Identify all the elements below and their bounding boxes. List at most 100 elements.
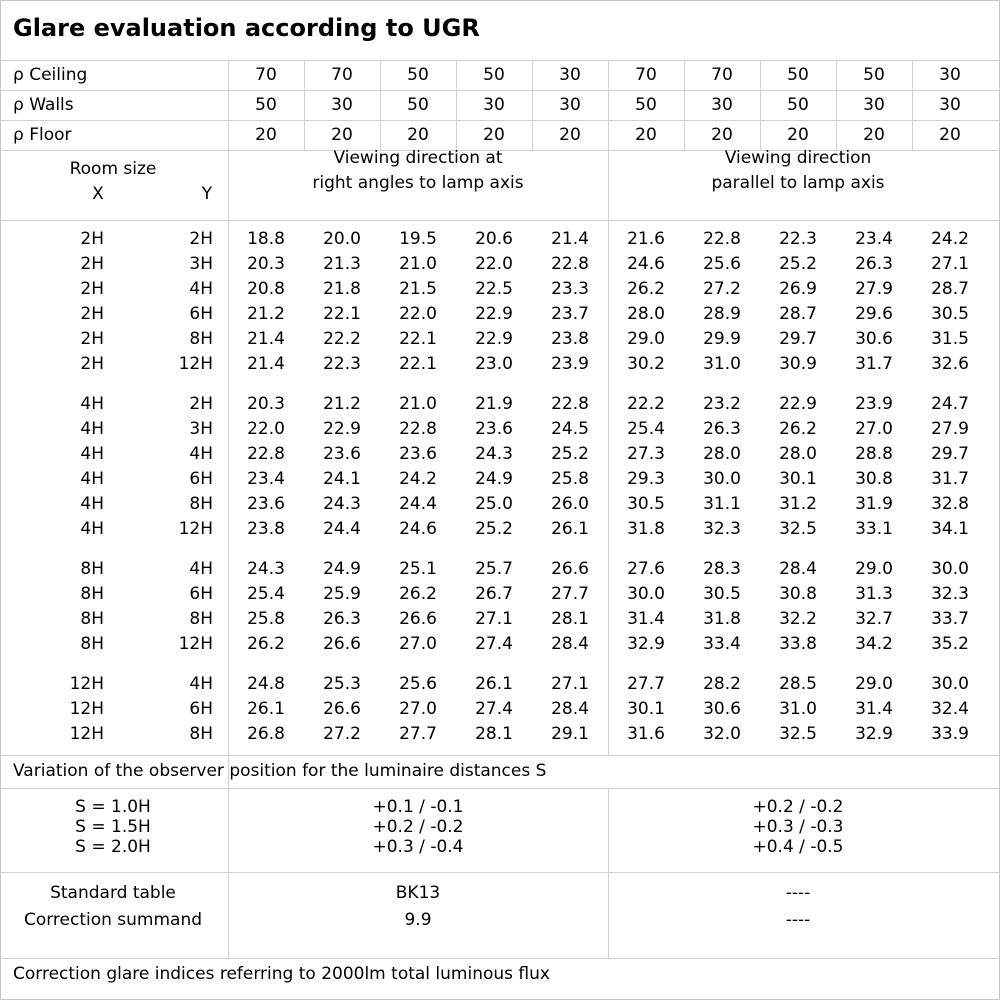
divider — [0, 120, 1000, 121]
ugr-value: 26.2 — [627, 279, 665, 299]
ugr-value: 24.9 — [323, 559, 361, 579]
correction-summand-right: 9.9 — [404, 910, 432, 930]
room-x: 4H — [80, 419, 104, 439]
room-x: 2H — [80, 254, 104, 274]
room-y: 4H — [189, 444, 213, 464]
ugr-value: 26.6 — [399, 609, 437, 629]
ugr-value: 32.3 — [931, 584, 969, 604]
ugr-value: 28.4 — [779, 559, 817, 579]
variation-parallel: +0.3 / -0.3 — [752, 817, 844, 837]
divider — [912, 60, 913, 150]
room-y: 2H — [189, 229, 213, 249]
reflectance-value: 20 — [787, 125, 809, 145]
ugr-value: 31.9 — [855, 494, 893, 514]
ugr-value: 25.1 — [399, 559, 437, 579]
room-x: 8H — [80, 609, 104, 629]
room-x: 8H — [80, 634, 104, 654]
reflectance-value: 70 — [331, 65, 353, 85]
room-x: 2H — [80, 304, 104, 324]
divider — [0, 872, 1000, 873]
room-y: 4H — [189, 674, 213, 694]
ugr-value: 31.3 — [855, 584, 893, 604]
ugr-value: 31.0 — [779, 699, 817, 719]
reflectance-value: 20 — [483, 125, 505, 145]
room-y: 4H — [189, 279, 213, 299]
ugr-value: 26.6 — [551, 559, 589, 579]
variation-s: S = 2.0H — [75, 837, 151, 857]
ugr-value: 22.8 — [551, 394, 589, 414]
ugr-value: 23.6 — [323, 444, 361, 464]
reflectance-value: 50 — [787, 95, 809, 115]
ugr-value: 22.9 — [475, 329, 513, 349]
ugr-value: 31.6 — [627, 724, 665, 744]
footer-note: Correction glare indices referring to 20… — [13, 964, 550, 984]
room-x: 2H — [80, 354, 104, 374]
divider — [380, 60, 381, 150]
reflectance-value: 30 — [939, 95, 961, 115]
ugr-value: 27.1 — [931, 254, 969, 274]
ugr-value: 27.3 — [627, 444, 665, 464]
ugr-value: 32.2 — [779, 609, 817, 629]
reflectance-value: 20 — [331, 125, 353, 145]
ugr-value: 30.0 — [627, 584, 665, 604]
reflectance-label: ρ Walls — [13, 95, 74, 115]
ugr-value: 23.8 — [551, 329, 589, 349]
ugr-value: 29.0 — [855, 674, 893, 694]
ugr-value: 22.3 — [779, 229, 817, 249]
ugr-value: 22.1 — [399, 354, 437, 374]
ugr-value: 26.1 — [551, 519, 589, 539]
ugr-value: 20.6 — [475, 229, 513, 249]
ugr-value: 25.2 — [475, 519, 513, 539]
variation-s: S = 1.0H — [75, 797, 151, 817]
ugr-value: 24.7 — [931, 394, 969, 414]
ugr-value: 22.3 — [323, 354, 361, 374]
variation-parallel: +0.4 / -0.5 — [752, 837, 844, 857]
ugr-value: 29.9 — [703, 329, 741, 349]
ugr-value: 26.2 — [399, 584, 437, 604]
reflectance-value: 20 — [711, 125, 733, 145]
room-y: 6H — [189, 304, 213, 324]
ugr-value: 30.5 — [703, 584, 741, 604]
room-x: 2H — [80, 229, 104, 249]
reflectance-value: 30 — [483, 95, 505, 115]
room-x: 12H — [69, 674, 104, 694]
ugr-value: 27.6 — [627, 559, 665, 579]
ugr-value: 22.9 — [323, 419, 361, 439]
ugr-value: 27.4 — [475, 699, 513, 719]
ugr-value: 25.2 — [551, 444, 589, 464]
standard-table-label: Standard table — [50, 883, 176, 903]
ugr-value: 25.6 — [703, 254, 741, 274]
ugr-value: 27.7 — [551, 584, 589, 604]
reflectance-value: 30 — [331, 95, 353, 115]
reflectance-value: 50 — [407, 65, 429, 85]
ugr-value: 28.0 — [703, 444, 741, 464]
ugr-value: 26.7 — [475, 584, 513, 604]
ugr-value: 30.9 — [779, 354, 817, 374]
room-x: 4H — [80, 494, 104, 514]
reflectance-value: 30 — [559, 95, 581, 115]
reflectance-value: 30 — [939, 65, 961, 85]
divider — [228, 60, 229, 958]
ugr-value: 32.0 — [703, 724, 741, 744]
ugr-value: 27.1 — [551, 674, 589, 694]
ugr-value: 22.9 — [475, 304, 513, 324]
ugr-value: 28.8 — [855, 444, 893, 464]
room-y: 8H — [189, 494, 213, 514]
ugr-value: 22.2 — [323, 329, 361, 349]
ugr-value: 23.3 — [551, 279, 589, 299]
ugr-value: 25.4 — [627, 419, 665, 439]
ugr-value: 20.3 — [247, 254, 285, 274]
ugr-value: 25.0 — [475, 494, 513, 514]
variation-parallel: +0.2 / -0.2 — [752, 797, 844, 817]
ugr-value: 24.3 — [247, 559, 285, 579]
reflectance-value: 50 — [787, 65, 809, 85]
ugr-value: 26.8 — [247, 724, 285, 744]
ugr-value: 27.7 — [399, 724, 437, 744]
variation-right: +0.2 / -0.2 — [372, 817, 464, 837]
ugr-value: 32.9 — [627, 634, 665, 654]
reflectance-label: ρ Floor — [13, 125, 72, 145]
ugr-value: 32.3 — [703, 519, 741, 539]
ugr-value: 27.7 — [627, 674, 665, 694]
ugr-value: 20.0 — [323, 229, 361, 249]
ugr-value: 23.6 — [399, 444, 437, 464]
